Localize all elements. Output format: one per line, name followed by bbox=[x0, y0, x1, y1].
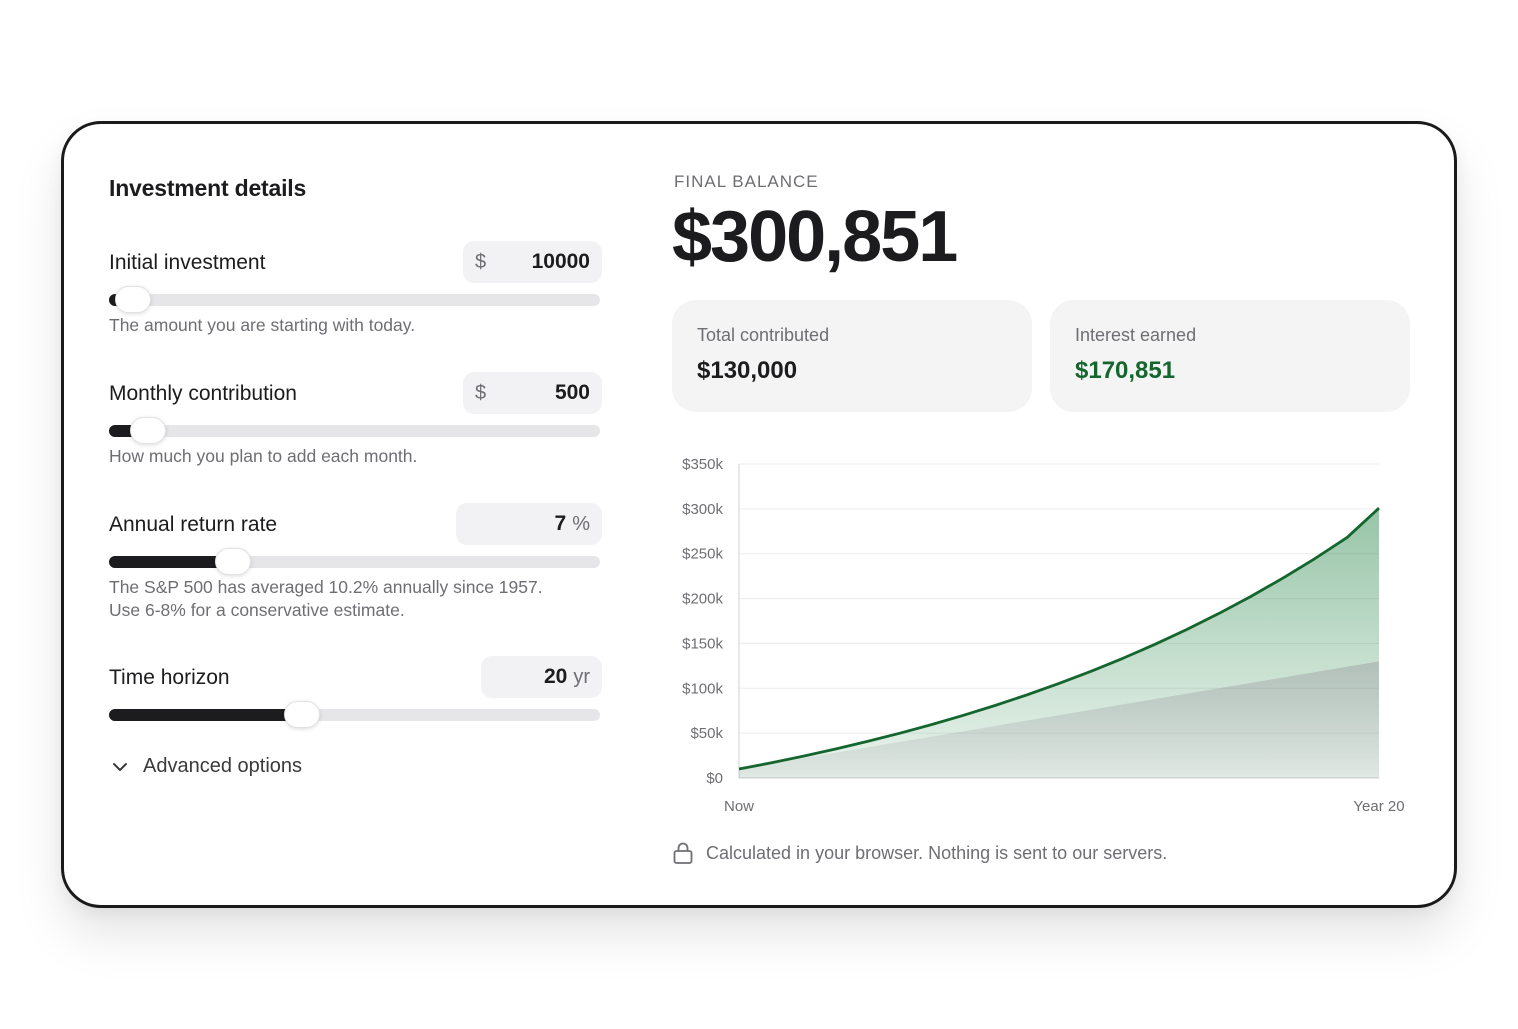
initial-investment-label: Initial investment bbox=[109, 251, 266, 274]
annual-return-help-2: Use 6-8% for a conservative estimate. bbox=[109, 600, 405, 620]
slider-fill bbox=[109, 709, 302, 721]
final-balance-kicker: FINAL BALANCE bbox=[674, 172, 819, 191]
annual-return-slider[interactable] bbox=[109, 548, 600, 575]
initial-investment-field: Initial investment $ 10000 The amount yo… bbox=[109, 241, 602, 341]
initial-investment-value: 10000 bbox=[531, 250, 590, 273]
chart-areas bbox=[738, 507, 1380, 778]
x-tick-label: Year 20 bbox=[1353, 798, 1404, 815]
total-contributed-value: $130,000 bbox=[697, 357, 798, 384]
annual-return-help: The S&P 500 has averaged 10.2% annually … bbox=[109, 577, 543, 597]
y-tick-label: $350k bbox=[682, 456, 723, 473]
time-horizon-value: 20 bbox=[543, 665, 568, 688]
advanced-options-label: Advanced options bbox=[143, 755, 303, 777]
growth-chart: $0 $50k $100k $150k $200k $250k $300k $350k Now… bbox=[682, 456, 1405, 815]
calculator-card: Investment details Initial investment $ … bbox=[61, 121, 1457, 908]
initial-investment-input[interactable]: $ 10000 bbox=[463, 241, 602, 283]
x-tick-label: Now bbox=[724, 798, 754, 815]
initial-investment-help: The amount you are starting with today. bbox=[109, 315, 416, 335]
balance-line bbox=[738, 507, 1380, 771]
annual-return-label: Annual return rate bbox=[109, 513, 278, 536]
y-tick-label: $150k bbox=[682, 635, 723, 652]
privacy-footnote-text: Calculated in your browser. Nothing is s… bbox=[706, 842, 1168, 863]
time-horizon-slider[interactable] bbox=[109, 701, 600, 728]
interest-earned-card: Interest earned $170,851 bbox=[1050, 300, 1410, 412]
interest-earned-value: $170,851 bbox=[1075, 357, 1176, 384]
time-horizon-input[interactable]: 20 yr bbox=[481, 656, 602, 698]
monthly-contribution-slider[interactable] bbox=[109, 417, 600, 444]
annual-return-input[interactable]: 7 % bbox=[456, 503, 602, 545]
annual-return-field: Annual return rate 7 % The S&P 500 has a… bbox=[109, 503, 602, 623]
dollar-prefix: $ bbox=[475, 250, 487, 273]
slider-thumb[interactable] bbox=[215, 548, 251, 575]
monthly-contribution-help: How much you plan to add each month. bbox=[109, 446, 418, 466]
slider-thumb[interactable] bbox=[284, 701, 320, 728]
y-tick-label: $100k bbox=[682, 680, 723, 697]
time-horizon-label: Time horizon bbox=[109, 666, 230, 689]
slider-thumb[interactable] bbox=[115, 286, 151, 313]
monthly-contribution-input[interactable]: $ 500 bbox=[463, 372, 602, 414]
y-tick-label: $250k bbox=[682, 546, 723, 563]
panel-title: Investment details bbox=[109, 175, 307, 201]
monthly-contribution-label: Monthly contribution bbox=[109, 382, 297, 405]
investment-details-panel: Investment details Initial investment $ … bbox=[109, 124, 602, 905]
privacy-footnote: Calculated in your browser. Nothing is s… bbox=[672, 841, 1167, 865]
chevron-down-icon bbox=[113, 762, 127, 771]
y-tick-label: $300k bbox=[682, 501, 723, 518]
monthly-contribution-field: Monthly contribution $ 500 How much you … bbox=[109, 372, 602, 472]
dollar-prefix: $ bbox=[475, 381, 487, 404]
monthly-contribution-value: 500 bbox=[554, 381, 590, 404]
total-contributed-card: Total contributed $130,000 bbox=[672, 300, 1032, 412]
final-balance-value: $300,851 bbox=[672, 197, 958, 277]
y-tick-label: $200k bbox=[682, 591, 723, 608]
annual-return-value: 7 bbox=[554, 512, 567, 535]
contributions-area bbox=[739, 661, 1379, 778]
advanced-options-toggle[interactable]: Advanced options bbox=[109, 755, 302, 778]
chart-y-axis: $0 $50k $100k $150k $200k $250k $300k $350k bbox=[682, 456, 723, 787]
slider-thumb[interactable] bbox=[130, 417, 166, 444]
years-unit: yr bbox=[573, 665, 590, 688]
lock-icon bbox=[673, 842, 693, 864]
percent-unit: % bbox=[572, 512, 590, 535]
chart-x-axis: Now Year 20 bbox=[724, 798, 1405, 815]
time-horizon-field: Time horizon 20 yr bbox=[109, 656, 602, 736]
initial-investment-slider[interactable] bbox=[109, 286, 600, 313]
y-tick-label: $0 bbox=[706, 770, 723, 787]
results-panel: FINAL BALANCE $300,851 Total contributed… bbox=[672, 124, 1412, 905]
slider-fill bbox=[109, 556, 233, 568]
total-contributed-label: Total contributed bbox=[697, 325, 830, 345]
interest-earned-label: Interest earned bbox=[1075, 325, 1197, 345]
y-tick-label: $50k bbox=[690, 725, 723, 742]
